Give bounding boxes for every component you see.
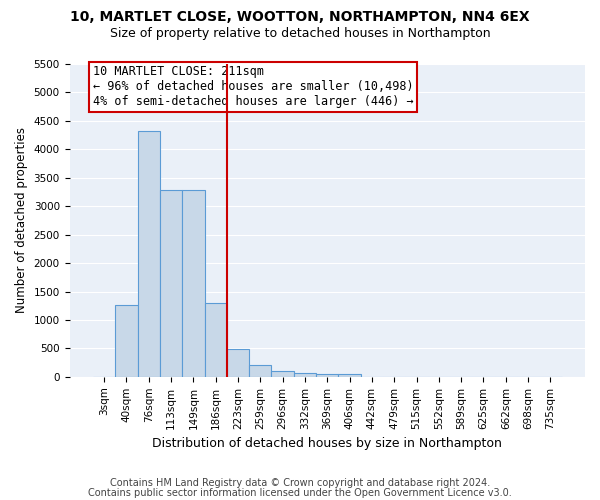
Bar <box>182 190 205 377</box>
Text: 10 MARTLET CLOSE: 211sqm
← 96% of detached houses are smaller (10,498)
4% of sem: 10 MARTLET CLOSE: 211sqm ← 96% of detach… <box>93 65 413 108</box>
Bar <box>249 364 271 377</box>
Bar <box>137 130 160 377</box>
Text: Contains public sector information licensed under the Open Government Licence v3: Contains public sector information licen… <box>88 488 512 498</box>
Bar <box>227 349 249 377</box>
Bar <box>115 304 137 377</box>
X-axis label: Distribution of detached houses by size in Northampton: Distribution of detached houses by size … <box>152 437 502 450</box>
Bar <box>316 374 338 377</box>
Bar <box>160 190 182 377</box>
Text: Size of property relative to detached houses in Northampton: Size of property relative to detached ho… <box>110 28 490 40</box>
Bar <box>271 372 294 377</box>
Text: 10, MARTLET CLOSE, WOOTTON, NORTHAMPTON, NN4 6EX: 10, MARTLET CLOSE, WOOTTON, NORTHAMPTON,… <box>70 10 530 24</box>
Text: Contains HM Land Registry data © Crown copyright and database right 2024.: Contains HM Land Registry data © Crown c… <box>110 478 490 488</box>
Bar <box>205 304 227 377</box>
Bar <box>338 374 361 377</box>
Y-axis label: Number of detached properties: Number of detached properties <box>15 128 28 314</box>
Bar <box>294 372 316 377</box>
